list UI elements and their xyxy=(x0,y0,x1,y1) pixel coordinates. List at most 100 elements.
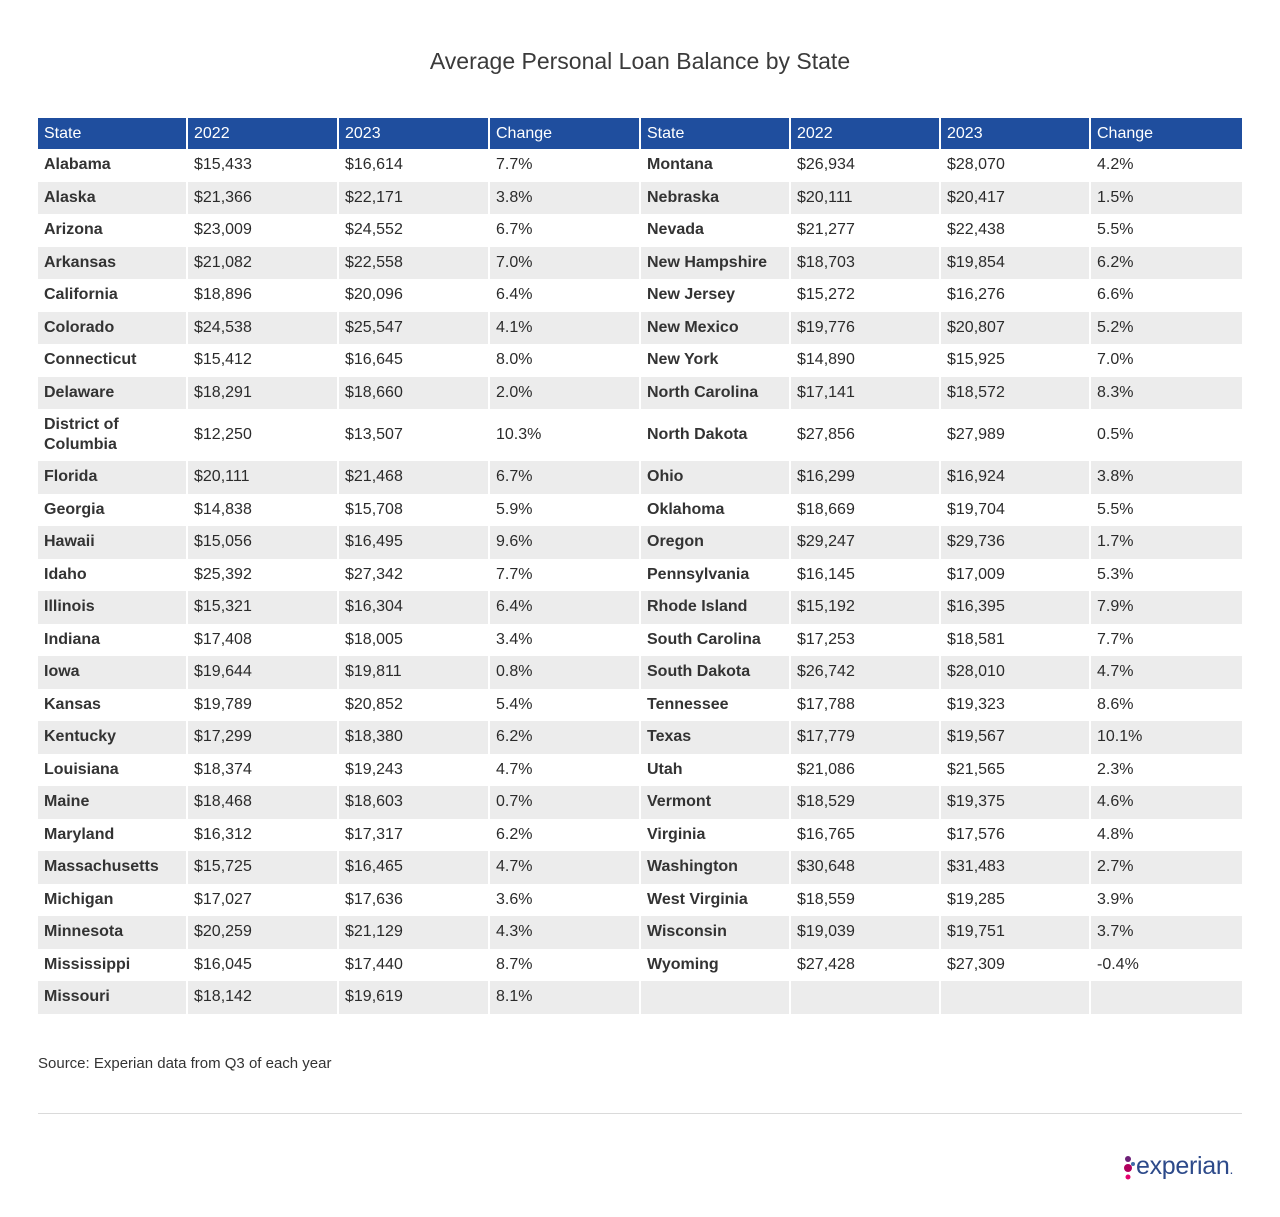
left-y2022-cell: $18,142 xyxy=(188,981,339,1014)
right-state-cell: Utah xyxy=(641,753,791,786)
right-y2022-cell: $16,765 xyxy=(791,818,941,851)
right-y2023-cell: $17,576 xyxy=(941,818,1091,851)
right-state-cell: Oregon xyxy=(641,526,791,559)
left-y2023-cell: $20,096 xyxy=(339,279,490,312)
left-y2023-cell: $16,614 xyxy=(339,149,490,182)
left-change-cell: 0.7% xyxy=(490,786,641,819)
left-y2023-cell: $24,552 xyxy=(339,214,490,247)
table-row: California $18,896 $20,096 6.4% New Jersey $1… xyxy=(38,279,1242,312)
left-state-cell: California xyxy=(38,279,188,312)
right-y2022-cell: $18,529 xyxy=(791,786,941,819)
left-y2023-cell: $27,342 xyxy=(339,558,490,591)
right-y2022-cell: $27,856 xyxy=(791,409,941,461)
left-change-cell: 6.4% xyxy=(490,591,641,624)
left-state-cell: Maryland xyxy=(38,818,188,851)
left-y2023-cell: $22,558 xyxy=(339,246,490,279)
right-change-cell: 5.5% xyxy=(1097,221,1134,239)
left-y2022-cell: $23,009 xyxy=(188,214,339,247)
right-change-cell: 4.2% xyxy=(1097,156,1134,174)
left-change-cell: 3.4% xyxy=(490,623,641,656)
left-y2022-cell: $17,027 xyxy=(188,883,339,916)
left-y2022-cell: $20,111 xyxy=(188,461,339,494)
right-y2023-cell: $19,751 xyxy=(941,916,1091,949)
header-state-right: State xyxy=(641,118,791,149)
right-y2023-cell: $31,483 xyxy=(941,851,1091,884)
right-state-cell: Wisconsin xyxy=(641,916,791,949)
table-row: Kentucky $17,299 $18,380 6.2% Texas $17,779 $1… xyxy=(38,721,1242,754)
right-state-cell: North Dakota xyxy=(641,409,791,461)
table-row: Alabama $15,433 $16,614 7.7% Montana $26,934 $… xyxy=(38,149,1242,182)
right-y2023-cell: $22,438 xyxy=(941,214,1091,247)
right-y2022-cell: $17,779 xyxy=(791,721,941,754)
table-row: Michigan $17,027 $17,636 3.6% West Virginia $… xyxy=(38,883,1242,916)
left-change-cell: 6.7% xyxy=(490,461,641,494)
table-row: Connecticut $15,412 $16,645 8.0% New York $14… xyxy=(38,344,1242,377)
experian-logo: experian. xyxy=(1124,1150,1240,1184)
left-y2023-cell: $21,129 xyxy=(339,916,490,949)
right-change-cell: 3.8% xyxy=(1091,461,1242,494)
left-y2022-cell: $16,312 xyxy=(188,818,339,851)
right-change-cell: 8.6% xyxy=(1097,695,1134,713)
right-change-cell: 6.2% xyxy=(1091,246,1242,279)
right-change-cell: 10.1% xyxy=(1091,721,1242,754)
table-row: Mississippi $16,045 $17,440 8.7% Wyoming $27,… xyxy=(38,948,1242,981)
right-y2023-cell: $27,309 xyxy=(941,948,1091,981)
left-y2023-cell: $16,495 xyxy=(339,526,490,559)
left-state-cell: Indiana xyxy=(38,623,188,656)
right-y2022-cell xyxy=(791,981,941,1014)
left-y2022-cell: $18,896 xyxy=(188,279,339,312)
left-state-cell: Connecticut xyxy=(38,344,188,377)
left-y2023-cell: $15,708 xyxy=(339,493,490,526)
left-y2023-cell: $18,603 xyxy=(339,786,490,819)
left-change-cell: 7.0% xyxy=(490,246,641,279)
left-y2023-cell: $17,440 xyxy=(339,948,490,981)
logo-text: experian. xyxy=(1136,1152,1234,1180)
header-change-left: Change xyxy=(490,118,641,149)
right-y2022-cell: $18,559 xyxy=(791,883,941,916)
left-state-cell: Massachusetts xyxy=(38,851,188,884)
left-change-cell: 6.4% xyxy=(490,279,641,312)
left-y2023-cell: $18,380 xyxy=(339,721,490,754)
left-y2022-cell: $15,321 xyxy=(188,591,339,624)
table-row: Colorado $24,538 $25,547 4.1% New Mexico $19,… xyxy=(38,311,1242,344)
right-y2023-cell: $18,581 xyxy=(941,623,1091,656)
left-y2022-cell: $17,408 xyxy=(188,623,339,656)
right-state-cell: South Carolina xyxy=(641,623,791,656)
right-y2022-cell: $16,145 xyxy=(791,558,941,591)
right-change-cell: 7.7% xyxy=(1097,630,1134,648)
left-change-cell: 8.0% xyxy=(490,344,641,377)
left-state-cell: Michigan xyxy=(38,883,188,916)
right-y2023-cell: $19,323 xyxy=(941,688,1091,721)
right-y2022-cell: $20,111 xyxy=(791,181,941,214)
left-change-cell: 5.9% xyxy=(490,493,641,526)
left-state-cell: Minnesota xyxy=(38,916,188,949)
right-y2022-cell: $30,648 xyxy=(791,851,941,884)
header-2022-left: 2022 xyxy=(188,118,339,149)
table-row: Kansas $19,789 $20,852 5.4% Tennessee $17,788… xyxy=(38,688,1242,721)
right-y2023-cell: $21,565 xyxy=(941,753,1091,786)
right-y2022-cell: $17,141 xyxy=(791,376,941,409)
right-state-cell: Texas xyxy=(641,721,791,754)
right-change-cell: 6.6% xyxy=(1097,286,1134,304)
right-y2022-cell: $14,890 xyxy=(791,344,941,377)
table-row: Hawaii $15,056 $16,495 9.6% Oregon $29,247 $29… xyxy=(38,526,1242,559)
right-y2022-cell: $15,272 xyxy=(791,279,941,312)
table-header-row: State 2022 2023 Change State 2022 2023 C… xyxy=(38,118,1242,149)
left-change-cell: 8.1% xyxy=(490,981,641,1014)
table-row: Maine $18,468 $18,603 0.7% Vermont $18,529 $19… xyxy=(38,786,1242,819)
table-row: Delaware $18,291 $18,660 2.0% North Carolina… xyxy=(38,376,1242,409)
right-change-cell: 3.7% xyxy=(1091,916,1242,949)
left-state-cell: Colorado xyxy=(38,311,188,344)
right-change-cell xyxy=(1091,981,1242,1014)
right-state-cell: New Hampshire xyxy=(641,246,791,279)
right-state-cell: New York xyxy=(641,344,791,377)
left-y2023-cell: $19,619 xyxy=(339,981,490,1014)
right-state-cell: Rhode Island xyxy=(641,591,791,624)
right-state-cell: New Jersey xyxy=(641,279,791,312)
left-y2023-cell: $21,468 xyxy=(339,461,490,494)
loan-balance-table: State 2022 2023 Change State 2022 2023 C… xyxy=(38,118,1242,1014)
logo-dots-icon xyxy=(1124,1156,1135,1180)
right-state-cell: North Carolina xyxy=(641,376,791,409)
left-y2023-cell: $16,465 xyxy=(339,851,490,884)
right-state-cell: Ohio xyxy=(641,461,791,494)
